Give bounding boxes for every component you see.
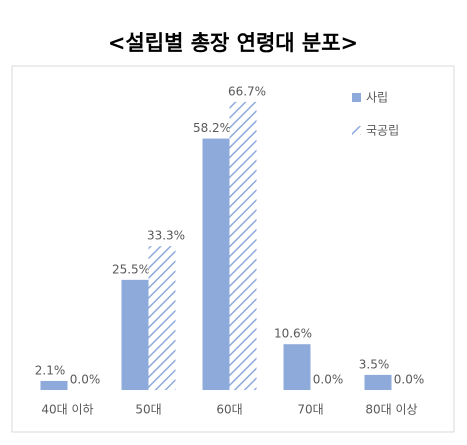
value-label: 25.5% <box>112 262 150 276</box>
value-label: 66.7% <box>228 84 266 98</box>
value-label: 10.6% <box>274 327 312 341</box>
bar <box>121 279 149 390</box>
bar <box>283 344 311 390</box>
bar <box>229 101 257 390</box>
bar <box>364 374 392 390</box>
value-label: 0.0% <box>313 373 344 387</box>
bar <box>148 246 176 390</box>
legend-label: 사립 <box>366 91 388 105</box>
x-tick-label: 80대 이상 <box>365 403 417 417</box>
x-tick-label: 40대 이하 <box>41 403 93 417</box>
bar <box>40 380 68 390</box>
value-label: 58.2% <box>193 121 231 135</box>
value-label: 0.0% <box>70 373 101 387</box>
bar <box>202 138 230 390</box>
legend-swatch <box>352 93 361 102</box>
value-label: 33.3% <box>147 229 185 243</box>
legend-label: 국공립 <box>366 124 399 138</box>
value-label: 3.5% <box>359 357 390 371</box>
x-tick-label: 60대 <box>216 403 242 417</box>
x-tick-label: 70대 <box>297 403 323 417</box>
x-tick-label: 50대 <box>135 403 161 417</box>
value-label: 2.1% <box>35 363 66 377</box>
plot-frame <box>11 65 455 433</box>
value-label: 0.0% <box>394 373 425 387</box>
chart-title: <설립별 총장 연령대 분포> <box>108 31 358 55</box>
legend-swatch <box>352 126 361 135</box>
